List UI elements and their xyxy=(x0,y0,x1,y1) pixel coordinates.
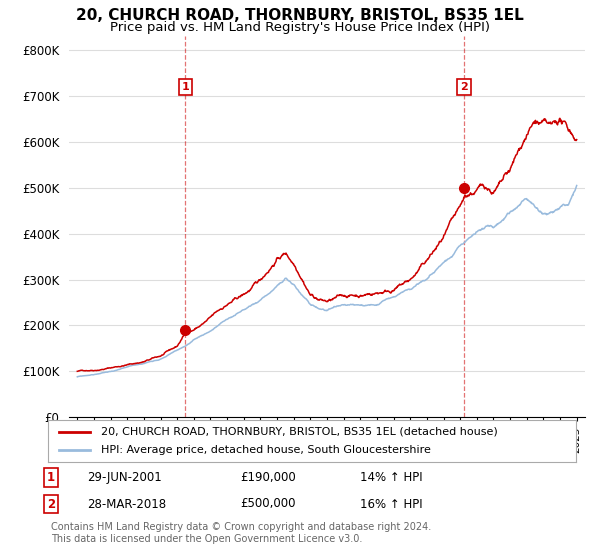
Text: Price paid vs. HM Land Registry's House Price Index (HPI): Price paid vs. HM Land Registry's House … xyxy=(110,21,490,34)
Text: 20, CHURCH ROAD, THORNBURY, BRISTOL, BS35 1EL (detached house): 20, CHURCH ROAD, THORNBURY, BRISTOL, BS3… xyxy=(101,427,497,437)
Text: £500,000: £500,000 xyxy=(240,497,296,511)
Text: 28-MAR-2018: 28-MAR-2018 xyxy=(87,497,166,511)
Text: £190,000: £190,000 xyxy=(240,470,296,484)
Text: 2: 2 xyxy=(460,82,468,92)
Text: Contains HM Land Registry data © Crown copyright and database right 2024.: Contains HM Land Registry data © Crown c… xyxy=(51,522,431,532)
Text: 1: 1 xyxy=(47,470,55,484)
Text: 20, CHURCH ROAD, THORNBURY, BRISTOL, BS35 1EL: 20, CHURCH ROAD, THORNBURY, BRISTOL, BS3… xyxy=(76,8,524,24)
Text: 1: 1 xyxy=(181,82,189,92)
Text: 29-JUN-2001: 29-JUN-2001 xyxy=(87,470,162,484)
Text: 16% ↑ HPI: 16% ↑ HPI xyxy=(360,497,422,511)
Text: This data is licensed under the Open Government Licence v3.0.: This data is licensed under the Open Gov… xyxy=(51,534,362,544)
Text: 2: 2 xyxy=(47,497,55,511)
Text: 14% ↑ HPI: 14% ↑ HPI xyxy=(360,470,422,484)
Text: HPI: Average price, detached house, South Gloucestershire: HPI: Average price, detached house, Sout… xyxy=(101,445,431,455)
